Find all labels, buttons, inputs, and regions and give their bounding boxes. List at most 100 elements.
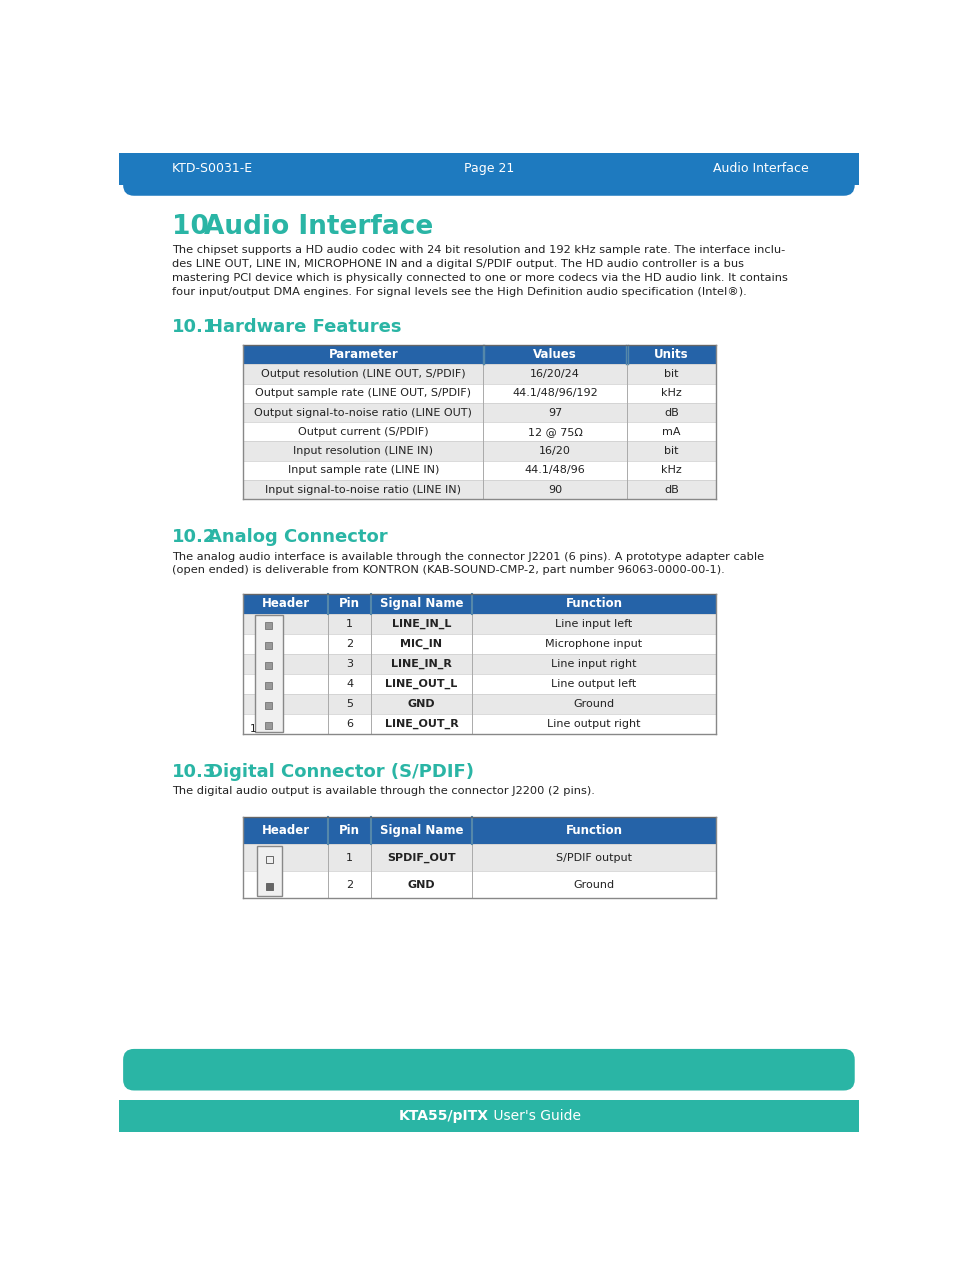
Text: User's Guide: User's Guide [488,1109,580,1123]
Text: bit: bit [663,446,678,457]
FancyBboxPatch shape [123,154,854,196]
Bar [243,384,716,403]
Bar [243,403,716,422]
Text: The analog audio interface is available through the connector J2201 (6 pins). A : The analog audio interface is available … [172,552,763,561]
Text: 97: 97 [547,407,561,417]
Bar [243,364,716,384]
Bar [243,674,716,695]
Text: dB: dB [663,485,679,495]
Text: Ground: Ground [573,698,614,709]
Text: kHz: kHz [660,466,681,476]
Bar [265,661,272,669]
Text: 44.1/48/96: 44.1/48/96 [524,466,585,476]
Bar [265,722,272,729]
Text: The chipset supports a HD audio codec with 24 bit resolution and 192 kHz sample : The chipset supports a HD audio codec wi… [172,245,784,256]
Bar [119,153,858,184]
Text: kHz: kHz [660,388,681,398]
Text: LINE_OUT_R: LINE_OUT_R [384,719,457,729]
Text: Line output right: Line output right [547,719,640,729]
Bar [265,702,272,709]
Text: Values: Values [533,349,577,361]
Bar [243,480,716,499]
Text: LINE_IN_L: LINE_IN_L [392,618,451,630]
Bar [119,153,858,181]
Text: 1: 1 [249,724,255,734]
Text: 10.1: 10.1 [172,318,216,336]
Text: Input sample rate (LINE IN): Input sample rate (LINE IN) [288,466,438,476]
Text: Signal Name: Signal Name [379,824,463,837]
Text: 3: 3 [346,659,353,669]
Text: 44.1/48/96/192: 44.1/48/96/192 [512,388,598,398]
Text: Ground: Ground [573,879,614,889]
Text: (open ended) is deliverable from KONTRON (KAB-SOUND-CMP-2, part number 96063-000: (open ended) is deliverable from KONTRON… [172,565,724,575]
Text: Pin: Pin [339,824,360,837]
Text: Pin: Pin [339,598,360,611]
Text: Parameter: Parameter [328,349,397,361]
Text: mA: mA [661,427,680,436]
Bar [243,654,716,674]
Text: GND: GND [407,698,435,709]
Text: Function: Function [565,824,621,837]
Text: Line input right: Line input right [551,659,636,669]
Text: 4: 4 [346,679,353,689]
Text: GND: GND [407,879,435,889]
Text: 12 @ 75Ω: 12 @ 75Ω [527,427,582,436]
Bar [243,345,716,364]
Text: 16/20: 16/20 [538,446,571,457]
Bar [243,817,716,845]
Text: Output current (S/PDIF): Output current (S/PDIF) [297,427,428,436]
Text: Function: Function [565,598,621,611]
Text: The digital audio output is available through the connector J2200 (2 pins).: The digital audio output is available th… [172,786,595,796]
Text: 2: 2 [346,879,353,889]
Text: SPDIF_OUT: SPDIF_OUT [387,852,456,862]
Text: four input/output DMA engines. For signal levels see the High Definition audio s: four input/output DMA engines. For signa… [172,286,746,296]
Text: Header: Header [261,598,310,611]
Text: 1: 1 [346,619,353,628]
Text: dB: dB [663,407,679,417]
Bar [257,846,282,895]
Text: 2: 2 [346,639,353,649]
Text: Input signal-to-noise ratio (LINE IN): Input signal-to-noise ratio (LINE IN) [265,485,461,495]
Bar [243,871,716,898]
Text: Audio Interface: Audio Interface [713,163,808,176]
Bar [254,616,282,733]
Text: Output signal-to-noise ratio (LINE OUT): Output signal-to-noise ratio (LINE OUT) [254,407,472,417]
Text: mastering PCI device which is physically connected to one or more codecs via the: mastering PCI device which is physically… [172,272,787,282]
Bar [243,614,716,633]
Bar [265,682,272,689]
Bar [119,1100,858,1132]
Bar [243,594,716,614]
Text: bit: bit [663,369,678,379]
Bar [119,1104,858,1132]
Bar [243,633,716,654]
Text: 16/20/24: 16/20/24 [530,369,579,379]
Text: Page 21: Page 21 [463,163,514,176]
Bar [243,695,716,714]
Bar [243,714,716,734]
Text: KTA55/pITX: KTA55/pITX [398,1109,488,1123]
Bar [243,422,716,441]
Bar [243,845,716,871]
Text: 6: 6 [346,719,353,729]
Bar [265,622,272,628]
Bar [266,883,273,890]
Bar [243,460,716,480]
Bar [243,441,716,460]
Text: 10: 10 [172,214,209,240]
Text: Hardware Features: Hardware Features [208,318,401,336]
Text: Input resolution (LINE IN): Input resolution (LINE IN) [294,446,433,457]
Text: Line input left: Line input left [555,619,632,628]
Text: LINE_OUT_L: LINE_OUT_L [385,679,457,689]
Text: 5: 5 [346,698,353,709]
Text: 90: 90 [548,485,561,495]
Text: Output sample rate (LINE OUT, S/PDIF): Output sample rate (LINE OUT, S/PDIF) [255,388,471,398]
Text: Microphone input: Microphone input [545,639,641,649]
Text: Analog Connector: Analog Connector [208,528,388,547]
Text: MIC_IN: MIC_IN [400,639,442,649]
Text: des LINE OUT, LINE IN, MICROPHONE IN and a digital S/PDIF output. The HD audio c: des LINE OUT, LINE IN, MICROPHONE IN and… [172,259,743,268]
Text: KTD-S0031-E: KTD-S0031-E [172,163,253,176]
Text: 10.3: 10.3 [172,763,216,781]
Text: 1: 1 [346,852,353,862]
Text: Header: Header [261,824,310,837]
Text: Signal Name: Signal Name [379,598,463,611]
